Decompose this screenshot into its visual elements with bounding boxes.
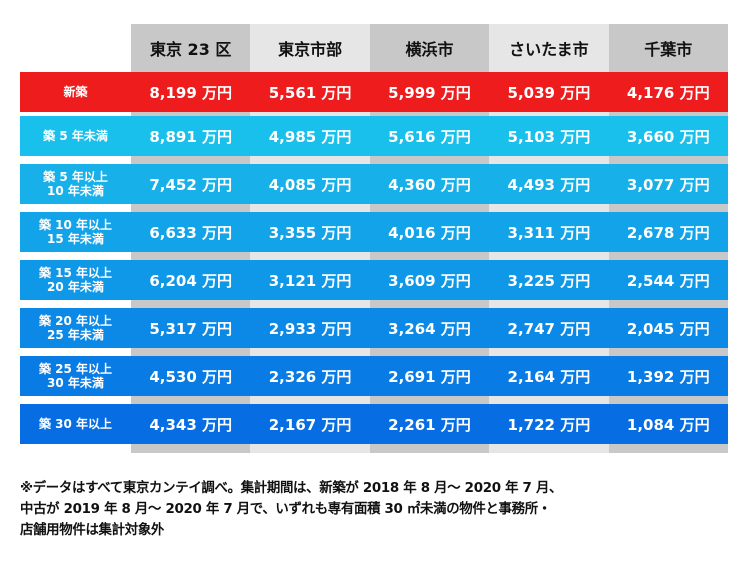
- table-cell: 8,199 万円: [149, 83, 233, 102]
- table-cell: 3,311 万円: [507, 223, 591, 242]
- table-cell: 8,891 万円: [149, 127, 233, 146]
- row-label: 築 10 年以上 15 年未満: [38, 218, 113, 246]
- table-cell: 3,077 万円: [626, 175, 710, 194]
- column-header: 東京市部: [278, 40, 343, 59]
- table-row: 新築 8,199 万円 5,561 万円 5,999 万円 5,039 万円 4,176 …: [20, 72, 728, 112]
- row-label: 築 20 年以上 25 年未満: [38, 314, 113, 342]
- table-cell: 2,747 万円: [507, 319, 591, 338]
- table-cell: 2,691 万円: [388, 367, 471, 386]
- table-cell: 5,103 万円: [507, 127, 591, 146]
- row-label: 築 5 年以上 10 年未満: [43, 170, 108, 198]
- table-cell: 3,264 万円: [388, 319, 471, 338]
- table-cell: 2,678 万円: [626, 223, 710, 242]
- table-cell: 2,167 万円: [268, 415, 352, 434]
- table-cell: 4,176 万円: [626, 83, 710, 102]
- row-label: 新築: [63, 85, 88, 99]
- table-row: 築 30 年以上 4,343 万円 2,167 万円 2,261 万円 1,722 万円…: [20, 404, 728, 444]
- table-cell: 3,225 万円: [507, 271, 591, 290]
- table-cell: 2,261 万円: [388, 415, 471, 434]
- table-cell: 4,343 万円: [149, 415, 233, 434]
- table-row: 築 10 年以上 15 年未満 6,633 万円 3,355 万円 4,016 万円 3…: [20, 212, 728, 252]
- row-label: 築 30 年以上: [38, 417, 113, 431]
- table-cell: 2,326 万円: [268, 367, 352, 386]
- table-cell: 5,616 万円: [388, 127, 471, 146]
- table-cell: 2,045 万円: [626, 319, 710, 338]
- footnote-line-3: 店舗用物件は集計対象外: [20, 523, 164, 538]
- table-cell: 3,355 万円: [268, 223, 352, 242]
- footnote: ※データはすべて東京カンテイ調べ。集計期間は、新築が 2018 年 8 月～ 2…: [20, 478, 740, 541]
- table-cell: 3,660 万円: [626, 127, 710, 146]
- table-row: 築 5 年未満 8,891 万円 4,985 万円 5,616 万円 5,103 万円 3…: [20, 116, 728, 156]
- footnote-line-1: ※データはすべて東京カンテイ調べ。集計期間は、新築が 2018 年 8 月～ 2…: [20, 481, 563, 496]
- table-cell: 4,985 万円: [268, 127, 352, 146]
- table-cell: 4,360 万円: [388, 175, 471, 194]
- table-cell: 3,609 万円: [388, 271, 471, 290]
- table-cell: 4,530 万円: [149, 367, 233, 386]
- table-row: 築 15 年以上 20 年未満 6,204 万円 3,121 万円 3,609 万円 3…: [20, 260, 728, 300]
- table-cell: 4,493 万円: [507, 175, 591, 194]
- table-row: 築 20 年以上 25 年未満 5,317 万円 2,933 万円 3,264 万円 2…: [20, 308, 728, 348]
- table-cell: 5,317 万円: [149, 319, 233, 338]
- table-row: 築 5 年以上 10 年未満 7,452 万円 4,085 万円 4,360 万円 4,…: [20, 164, 728, 204]
- table-cell: 1,722 万円: [507, 415, 591, 434]
- footnote-line-2: 中古が 2019 年 8 月～ 2020 年 7 月で、いずれも専有面積 30 …: [20, 502, 551, 517]
- table-cell: 1,392 万円: [626, 367, 710, 386]
- row-label: 築 15 年以上 20 年未満: [38, 266, 113, 294]
- row-label: 築 5 年未満: [43, 129, 108, 143]
- column-header: 東京 23 区: [149, 40, 232, 59]
- column-header: さいたま市: [509, 40, 589, 59]
- table-cell: 2,933 万円: [268, 319, 352, 338]
- table-cell: 5,999 万円: [388, 83, 471, 102]
- table-cell: 1,084 万円: [626, 415, 710, 434]
- table-cell: 6,204 万円: [149, 271, 233, 290]
- table-cell: 4,085 万円: [268, 175, 352, 194]
- table-cell: 3,121 万円: [268, 271, 352, 290]
- table-cell: 4,016 万円: [388, 223, 471, 242]
- table-cell: 7,452 万円: [149, 175, 233, 194]
- table-cell: 5,039 万円: [507, 83, 591, 102]
- row-label: 築 25 年以上 30 年未満: [38, 362, 113, 390]
- table-cell: 2,164 万円: [507, 367, 591, 386]
- table-cell: 5,561 万円: [268, 83, 352, 102]
- column-header: 千葉市: [644, 40, 693, 59]
- column-header: 横浜市: [405, 40, 454, 59]
- table-cell: 2,544 万円: [626, 271, 710, 290]
- table-row: 築 25 年以上 30 年未満 4,530 万円 2,326 万円 2,691 万円 2…: [20, 356, 728, 396]
- table-cell: 6,633 万円: [149, 223, 233, 242]
